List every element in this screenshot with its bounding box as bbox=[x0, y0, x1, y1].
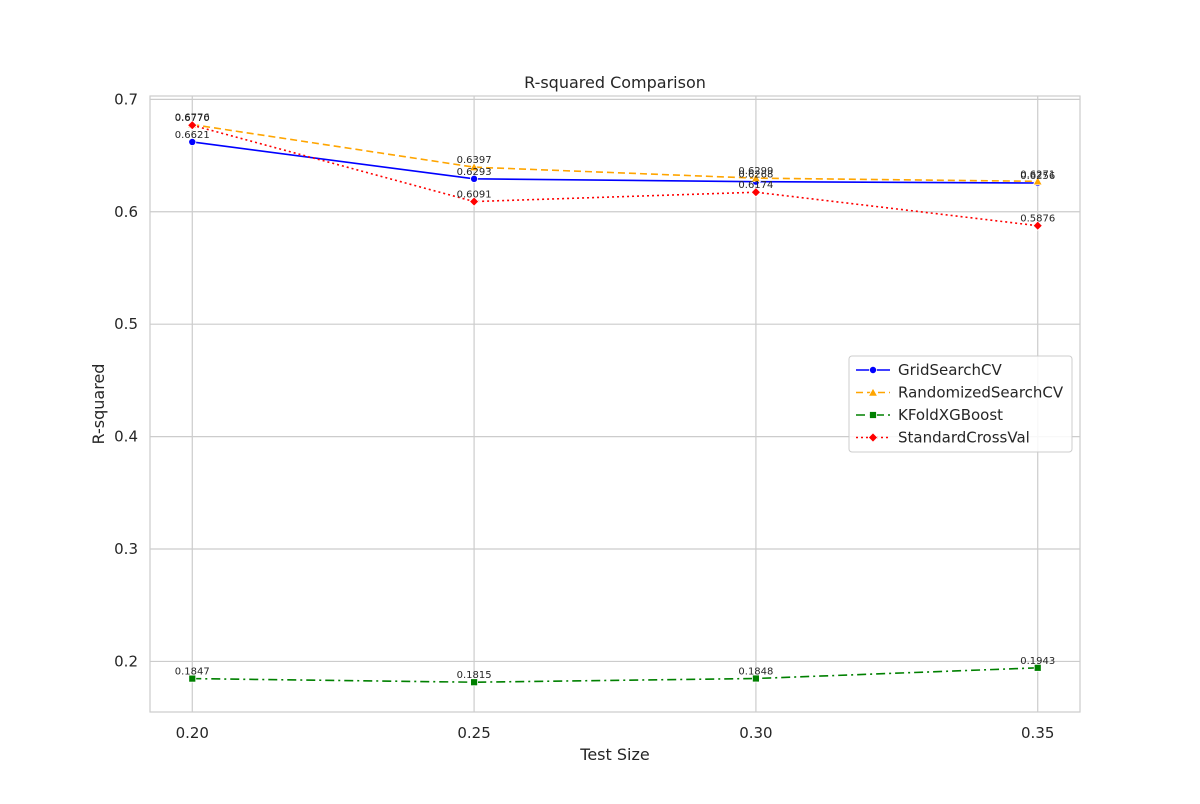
data-label-kfoldxgboost: 0.1943 bbox=[1020, 656, 1055, 667]
data-label-randomizedsearchcv: 0.6397 bbox=[457, 155, 492, 166]
data-label-randomizedsearchcv: 0.6299 bbox=[738, 166, 773, 177]
x-axis-label: Test Size bbox=[579, 745, 649, 764]
data-label-randomizedsearchcv: 0.6271 bbox=[1020, 169, 1055, 180]
data-label-gridsearchcv: 0.6293 bbox=[457, 167, 492, 178]
plot-frame bbox=[149, 95, 1081, 713]
data-label-gridsearchcv: 0.6268 bbox=[738, 170, 773, 181]
series-line-standardcrossval bbox=[192, 124, 1038, 227]
data-label-randomizedsearchcv: 0.6776 bbox=[175, 113, 210, 124]
chart-title: R-squared Comparison bbox=[524, 73, 706, 92]
y-tick-label: 0.6 bbox=[114, 203, 138, 221]
data-label-kfoldxgboost: 0.1847 bbox=[175, 667, 210, 678]
data-label-standardcrossval: 0.5876 bbox=[1020, 214, 1055, 225]
data-label-kfoldxgboost: 0.1848 bbox=[738, 667, 773, 678]
legend-marker-standardcrossval bbox=[867, 432, 879, 443]
data-label-kfoldxgboost: 0.1815 bbox=[457, 670, 492, 681]
legend-label-standardcrossval: StandardCrossVal bbox=[898, 429, 1030, 447]
data-label-standardcrossval: 0.6770 bbox=[175, 113, 210, 124]
series-line-randomizedsearchcv bbox=[192, 123, 1038, 183]
tick-layer: 0.20 0.25 0.30 0.35 0.2 0.3 0.4 0.5 0.6 0.7 bbox=[114, 90, 1054, 742]
legend-marker-gridsearchcv bbox=[869, 365, 878, 374]
data-point-kfoldxgboost bbox=[752, 674, 760, 683]
data-label-layer: 0.6621 0.6293 0.6268 0.6256 0.6776 0.6397 0.62… bbox=[175, 113, 1055, 682]
x-tick-label: 0.35 bbox=[1021, 724, 1054, 742]
legend-label-randomizedsearchcv: RandomizedSearchCV bbox=[898, 384, 1064, 402]
legend-marker-kfoldxgboost bbox=[869, 411, 877, 419]
data-point-gridsearchcv bbox=[188, 137, 197, 146]
data-label-gridsearchcv: 0.6256 bbox=[1020, 171, 1055, 182]
data-point-kfoldxgboost bbox=[188, 674, 197, 683]
series-line-kfoldxgboost bbox=[192, 667, 1038, 684]
data-point-standardcrossval bbox=[750, 187, 762, 198]
data-point-standardcrossval bbox=[187, 120, 198, 131]
data-point-kfoldxgboost bbox=[470, 678, 478, 687]
x-tick-label: 0.25 bbox=[457, 724, 490, 742]
legend-box bbox=[848, 355, 1073, 453]
data-point-standardcrossval bbox=[1032, 220, 1043, 231]
y-tick-label: 0.5 bbox=[114, 315, 138, 333]
data-point-randomizedsearchcv bbox=[1032, 175, 1043, 186]
legend-marker-randomizedsearchcv bbox=[867, 387, 879, 397]
data-point-gridsearchcv bbox=[470, 174, 479, 183]
legend-label-kfoldxgboost: KFoldXGBoost bbox=[898, 406, 1003, 424]
y-tick-label: 0.2 bbox=[114, 652, 138, 670]
x-tick-label: 0.30 bbox=[739, 724, 772, 742]
data-point-kfoldxgboost bbox=[1033, 663, 1042, 672]
data-point-randomizedsearchcv bbox=[468, 161, 480, 172]
y-tick-label: 0.4 bbox=[114, 428, 138, 446]
legend-label-gridsearchcv: GridSearchCV bbox=[898, 361, 1002, 379]
y-axis-label: R-squared bbox=[89, 364, 108, 445]
series-line-gridsearchcv bbox=[192, 141, 1038, 184]
data-point-randomizedsearchcv bbox=[750, 172, 762, 183]
data-point-standardcrossval bbox=[468, 196, 480, 207]
data-label-gridsearchcv: 0.6621 bbox=[175, 130, 210, 141]
series-layer bbox=[187, 119, 1043, 687]
legend: GridSearchCV RandomizedSearchCV KFoldXGBoo… bbox=[848, 355, 1073, 453]
y-tick-label: 0.3 bbox=[114, 540, 138, 558]
x-tick-label: 0.20 bbox=[176, 724, 209, 742]
data-label-standardcrossval: 0.6174 bbox=[738, 180, 773, 191]
y-tick-label: 0.7 bbox=[114, 90, 138, 108]
data-label-standardcrossval: 0.6091 bbox=[457, 190, 492, 201]
